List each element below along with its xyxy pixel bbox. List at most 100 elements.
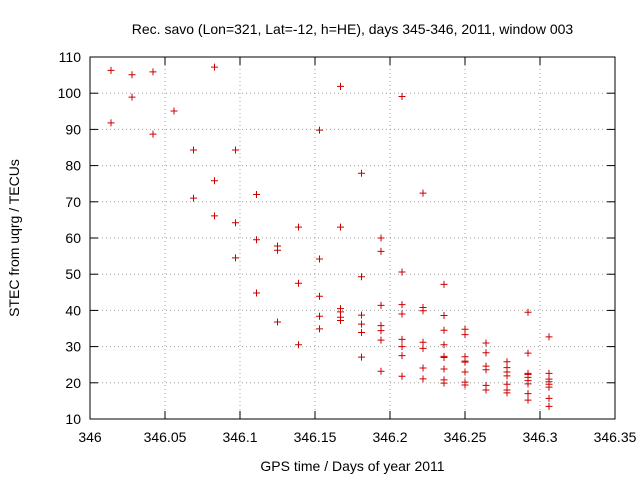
x-tick-label: 346.05 <box>144 429 187 445</box>
data-point <box>190 146 197 154</box>
data-point <box>545 383 553 391</box>
data-point <box>295 279 302 287</box>
data-point <box>440 341 448 349</box>
data-point <box>149 130 157 138</box>
data-point <box>398 92 406 100</box>
x-tick-label: 346.3 <box>522 429 557 445</box>
data-point <box>482 386 490 394</box>
data-point <box>190 194 197 202</box>
data-point <box>232 146 239 154</box>
data-point <box>377 367 385 375</box>
data-point <box>398 372 406 380</box>
axis-ticks: 10 20 30 40 50 60 70 80 90 100 110 346 346.05 346.1 34… <box>58 49 637 445</box>
data-point <box>358 273 365 281</box>
data-point <box>482 366 490 374</box>
data-point <box>461 381 469 389</box>
data-point <box>524 349 532 357</box>
data-point <box>398 310 406 318</box>
data-point <box>419 344 427 352</box>
data-point <box>274 318 281 326</box>
data-point <box>232 219 239 227</box>
data-point <box>545 402 553 410</box>
data-point <box>419 189 427 197</box>
data-point <box>461 368 469 376</box>
x-axis-label: GPS time / Days of year 2011 <box>260 458 444 474</box>
data-points <box>107 63 553 410</box>
data-point <box>398 343 406 351</box>
data-point <box>503 389 511 397</box>
data-point <box>295 223 302 231</box>
data-point <box>149 68 157 76</box>
data-point <box>358 311 365 319</box>
data-point <box>316 325 323 333</box>
data-point <box>107 66 115 74</box>
data-point <box>232 254 239 262</box>
data-point <box>461 331 469 339</box>
data-point <box>398 335 406 343</box>
y-tick-label: 80 <box>65 158 81 174</box>
data-point <box>440 353 448 361</box>
y-tick-label: 20 <box>65 375 81 391</box>
y-tick-label: 30 <box>65 339 81 355</box>
data-point <box>398 301 406 309</box>
data-point <box>398 352 406 360</box>
y-tick-label: 90 <box>65 121 81 137</box>
data-point <box>107 119 115 127</box>
data-point <box>316 292 323 300</box>
data-point <box>440 365 448 373</box>
data-point <box>377 301 385 309</box>
data-point <box>358 320 365 328</box>
y-tick-label: 40 <box>65 302 81 318</box>
data-point <box>545 394 553 402</box>
data-point <box>440 379 448 387</box>
data-point <box>358 353 365 361</box>
data-point <box>419 338 427 346</box>
x-tick-label: 346.1 <box>222 429 257 445</box>
data-point <box>524 396 532 404</box>
chart-title: Rec. savo (Lon=321, Lat=-12, h=HE), days… <box>132 21 574 37</box>
y-tick-label: 50 <box>65 266 81 282</box>
x-tick-label: 346.35 <box>594 429 637 445</box>
x-tick-label: 346.2 <box>372 429 407 445</box>
data-point <box>316 255 323 263</box>
y-tick-label: 60 <box>65 230 81 246</box>
data-point <box>253 289 260 297</box>
data-point <box>377 247 385 255</box>
data-point <box>253 236 260 244</box>
data-point <box>274 246 281 254</box>
data-point <box>377 234 385 242</box>
data-point <box>316 126 323 134</box>
y-axis-label: STEC from uqrg / TECUs <box>6 159 22 317</box>
data-point <box>524 380 532 388</box>
data-point <box>461 358 469 366</box>
data-point <box>211 177 218 185</box>
data-point <box>316 312 323 320</box>
grid <box>90 57 615 419</box>
x-tick-label: 346.25 <box>444 429 487 445</box>
y-tick-label: 70 <box>65 194 81 210</box>
data-point <box>337 223 344 231</box>
y-tick-label: 100 <box>58 85 82 101</box>
data-point <box>440 280 448 288</box>
data-point <box>419 375 427 383</box>
data-point <box>377 327 385 335</box>
data-point <box>211 212 218 220</box>
y-tick-label: 10 <box>65 411 81 427</box>
data-point <box>482 339 490 347</box>
data-point <box>503 372 511 380</box>
data-point <box>524 308 532 316</box>
data-point <box>128 71 136 79</box>
data-point <box>128 93 136 101</box>
data-point <box>358 169 365 177</box>
data-point <box>211 63 218 71</box>
data-point <box>398 268 406 276</box>
plot-frame <box>89 56 616 420</box>
data-point <box>482 349 490 357</box>
data-point <box>524 390 532 398</box>
data-point <box>545 333 553 341</box>
data-point <box>440 326 448 334</box>
data-point <box>377 336 385 344</box>
x-tick-label: 346 <box>78 429 102 445</box>
data-point <box>253 191 260 199</box>
